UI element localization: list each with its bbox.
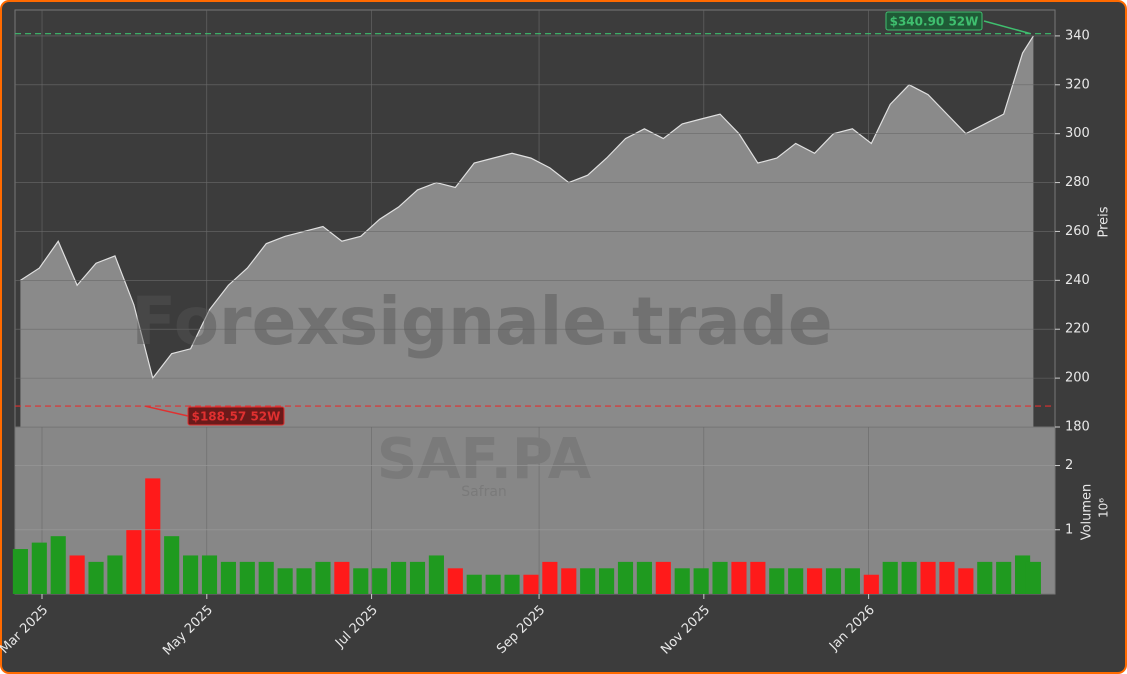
volume-bar — [296, 568, 312, 594]
volume-bar — [183, 555, 199, 594]
volume-bar — [996, 561, 1012, 594]
annotation-arrow — [983, 20, 1031, 35]
y-tick-label: 240 — [1065, 273, 1090, 288]
y-axis-label: Volumen — [1080, 484, 1095, 541]
volume-bar — [561, 568, 577, 594]
y-tick-label: 200 — [1065, 371, 1090, 386]
volume-bar — [315, 561, 331, 594]
volume-bar — [145, 478, 161, 594]
volume-bar — [447, 568, 463, 594]
annotation-label: $340.90 52W — [890, 15, 979, 29]
watermark: Forexsignale.trade — [131, 283, 832, 360]
volume-bar — [334, 561, 350, 594]
volume-bar — [69, 555, 85, 594]
y-tick-label: 180 — [1065, 420, 1090, 435]
volume-bar — [31, 542, 47, 594]
volume-bar — [920, 561, 936, 594]
volume-bar — [731, 561, 747, 594]
annotation-box — [187, 406, 285, 426]
y-tick-label: 260 — [1065, 224, 1090, 239]
volume-bar — [636, 561, 652, 594]
annotation-label: $188.57 52W — [192, 410, 281, 424]
volume-bar — [88, 561, 104, 594]
volume-bar — [353, 568, 369, 594]
volume-bar — [409, 561, 426, 594]
volume-bar — [674, 568, 690, 594]
volume-bar — [863, 574, 879, 594]
volume-bar — [617, 561, 634, 594]
volume-bar — [277, 568, 293, 594]
volume-bar — [239, 561, 255, 594]
volume-bar — [107, 555, 123, 594]
y-tick-label: 340 — [1065, 28, 1090, 43]
scale-label: 10⁶ — [1097, 498, 1111, 518]
volume-bar — [750, 561, 766, 594]
volume-bar — [693, 568, 709, 594]
volume-bar — [428, 555, 444, 594]
volume-bar — [164, 536, 180, 594]
volume-bar — [788, 568, 804, 594]
volume-bar — [901, 561, 917, 594]
y-tick-label: 220 — [1065, 322, 1090, 337]
volume-bar — [599, 568, 615, 594]
volume-bar — [958, 568, 974, 594]
volume-bar — [769, 568, 785, 594]
volume-bar — [50, 536, 66, 594]
ticker-watermark: SAF.PA — [377, 427, 592, 492]
y-tick-label: 1 — [1065, 522, 1073, 537]
volume-bar — [712, 561, 728, 594]
volume-bar — [825, 568, 842, 594]
y-tick-label: 300 — [1065, 126, 1090, 141]
y-tick-label: 2 — [1065, 458, 1073, 473]
volume-bar — [220, 561, 236, 594]
volume-bar — [485, 574, 501, 594]
annotation-arrow — [144, 405, 189, 417]
volume-bar — [882, 561, 898, 594]
name-watermark: Safran — [461, 484, 507, 500]
volume-bar — [201, 555, 218, 594]
volume-bar — [939, 561, 955, 594]
volume-bar — [844, 568, 860, 594]
volume-bar — [580, 568, 596, 594]
volume-bar — [258, 561, 274, 594]
volume-bar — [655, 561, 671, 594]
volume-bar — [372, 568, 388, 594]
y-tick-label: 320 — [1065, 77, 1090, 92]
annotation-box — [885, 11, 983, 31]
volume-bar — [807, 568, 823, 594]
y-axis-label: Preis — [1097, 206, 1112, 237]
price-line — [20, 35, 1034, 380]
volume-bar — [391, 561, 407, 594]
volume-bar — [542, 561, 558, 594]
y-tick-label: 280 — [1065, 175, 1090, 190]
volume-bar — [523, 574, 539, 594]
volume-bar — [1025, 561, 1041, 594]
volume-bar — [466, 574, 482, 594]
volume-bar — [977, 561, 993, 594]
volume-bar — [12, 549, 28, 594]
volume-bar — [126, 529, 142, 594]
volume-bar — [504, 574, 520, 594]
